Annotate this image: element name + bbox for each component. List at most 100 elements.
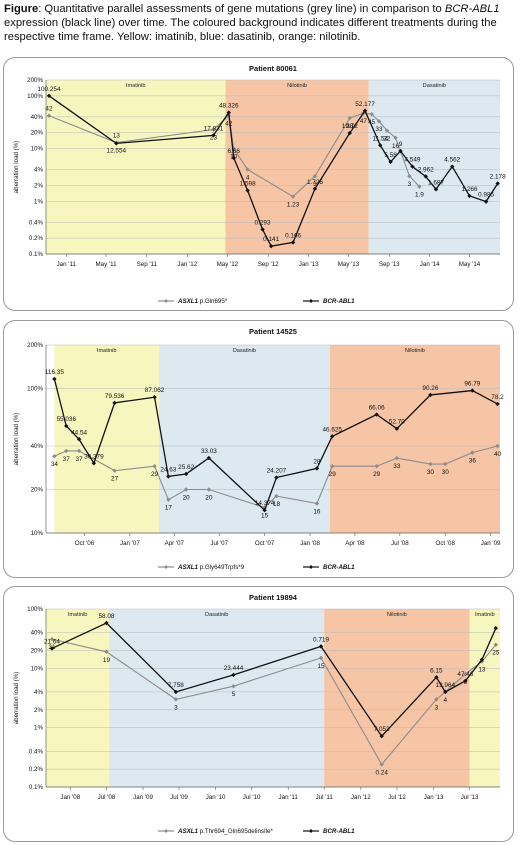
data-label: 40 xyxy=(494,451,502,458)
data-label: 29 xyxy=(373,471,381,478)
data-label: 96.79 xyxy=(464,381,480,388)
data-point xyxy=(314,466,320,471)
treatment-segment-dasatinib xyxy=(368,80,500,254)
treatment-label: Dasatinib xyxy=(205,612,228,618)
treatment-segment-imatinib xyxy=(469,609,500,787)
data-label: 19.72 xyxy=(342,123,358,130)
data-label: 48.326 xyxy=(219,103,239,110)
legend-label: BCR-ABL1 xyxy=(323,564,355,571)
data-label: 24.63 xyxy=(160,466,176,473)
x-tick-label: Jan '10 xyxy=(206,794,226,801)
x-tick-label: Apr '07 xyxy=(165,540,185,547)
data-label: 2.178 xyxy=(490,173,506,180)
y-tick-label: 10% xyxy=(31,530,44,537)
data-label: 33 xyxy=(375,126,383,133)
data-point xyxy=(314,501,320,506)
asxl1-line xyxy=(54,445,498,509)
data-point xyxy=(231,155,236,161)
data-label: 23.444 xyxy=(224,665,244,672)
data-point xyxy=(376,119,382,124)
data-label: 36 xyxy=(469,458,477,465)
treatment-label: Nilotinib xyxy=(405,348,425,354)
data-label: 25.62 xyxy=(178,464,194,471)
data-point xyxy=(52,454,57,459)
data-point xyxy=(443,461,448,467)
treatment-segment-imatinib xyxy=(54,345,160,533)
data-point xyxy=(347,115,352,121)
data-point xyxy=(91,461,97,466)
data-point xyxy=(274,493,279,499)
data-point xyxy=(374,412,379,417)
data-label: 37 xyxy=(76,456,84,463)
data-label: 0.24 xyxy=(375,769,388,776)
data-point xyxy=(384,128,390,133)
data-point xyxy=(64,423,69,429)
data-label: 30.379 xyxy=(84,453,104,460)
x-tick-label: Jan '08 xyxy=(300,540,320,547)
x-tick-label: Jul '13 xyxy=(461,794,479,801)
data-label: 1.687 xyxy=(428,179,444,186)
data-label: 3 xyxy=(408,181,412,188)
data-label: 37 xyxy=(63,456,71,463)
data-point xyxy=(104,649,109,654)
y-tick-label: 10% xyxy=(31,146,44,153)
x-tick-label: Jul '09 xyxy=(170,794,188,801)
data-point xyxy=(260,227,265,232)
x-tick-label: May '12 xyxy=(217,261,239,268)
data-point xyxy=(388,159,393,165)
legend-marker xyxy=(309,299,313,303)
data-point xyxy=(423,174,428,179)
treatment-segment-nilotinib xyxy=(225,80,369,254)
data-label: 19 xyxy=(103,657,111,664)
treatment-label: Imatinib xyxy=(97,348,117,354)
caption-label: Figure xyxy=(4,3,39,15)
treatment-label: Dasatinib xyxy=(423,83,446,89)
legend-label: BCR-ABL1 xyxy=(323,298,355,305)
data-label: 17 xyxy=(165,505,173,512)
data-point xyxy=(470,388,475,393)
data-label: 15 xyxy=(261,513,269,520)
data-point xyxy=(379,762,384,767)
x-tick-label: Jul '08 xyxy=(98,794,116,801)
data-label: 11.54 xyxy=(373,135,389,142)
x-tick-label: Jan '13 xyxy=(299,261,319,268)
data-point xyxy=(211,133,216,138)
y-tick-label: 0.2% xyxy=(29,766,44,773)
legend: ASXL1 p.Thr694_Gln695delinsIle* BCR-ABL1 xyxy=(158,828,355,835)
data-point xyxy=(428,392,433,398)
data-label: 13.964 xyxy=(436,682,456,689)
data-label: 24.207 xyxy=(267,468,287,475)
treatment-label: Imatinib xyxy=(68,612,88,618)
data-label: 58.08 xyxy=(98,613,114,620)
treatment-segment-imatinib xyxy=(46,80,226,254)
treatment-segment-dasatinib xyxy=(159,345,330,533)
treatment-label: Imatinib xyxy=(475,612,495,618)
y-tick-label: 40% xyxy=(31,630,44,637)
data-point xyxy=(330,434,335,439)
y-tick-label: 200% xyxy=(27,77,43,84)
treatment-segment-dasatinib xyxy=(109,609,325,787)
treatment-segment-nilotinib xyxy=(324,609,470,787)
data-point xyxy=(369,111,374,117)
data-label: 1.266 xyxy=(461,186,477,193)
data-point xyxy=(46,113,52,118)
data-label: 12.554 xyxy=(107,147,127,154)
data-label: 45 xyxy=(368,119,376,126)
data-point xyxy=(495,181,500,186)
x-tick-label: Oct '06 xyxy=(75,540,95,547)
legend-marker xyxy=(164,829,168,833)
data-label: 87.062 xyxy=(145,387,165,394)
y-tick-label: 0.1% xyxy=(29,784,44,791)
legend-label: BCR-ABL1 xyxy=(323,828,355,835)
data-point xyxy=(274,475,279,480)
data-point xyxy=(104,620,109,626)
data-label: 0.719 xyxy=(313,636,329,643)
data-label: 30 xyxy=(442,469,450,476)
chart-panel-3: Patient 19894 Imatinib Dasatinib Nilotinib I… xyxy=(3,586,514,842)
data-label: 6.15 xyxy=(430,667,443,674)
data-label: 16 xyxy=(313,509,321,516)
data-label: 4.549 xyxy=(404,157,420,164)
data-point xyxy=(290,240,296,245)
x-tick-label: May '13 xyxy=(338,261,360,268)
x-tick-label: Jul '07 xyxy=(210,540,228,547)
